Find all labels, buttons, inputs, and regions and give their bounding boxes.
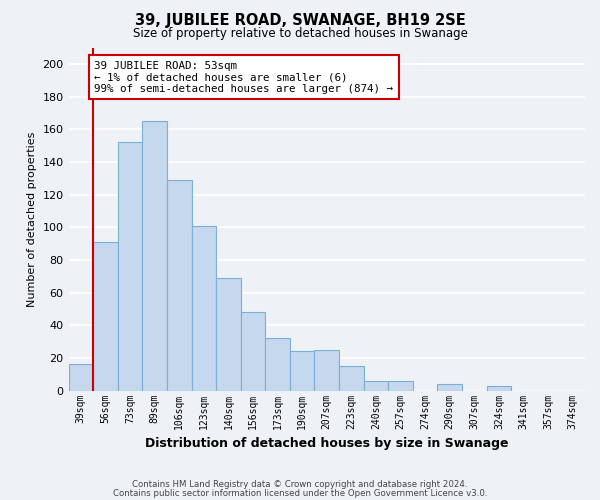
- X-axis label: Distribution of detached houses by size in Swanage: Distribution of detached houses by size …: [145, 437, 509, 450]
- Bar: [487, 386, 511, 390]
- Bar: [68, 364, 93, 390]
- Bar: [241, 312, 265, 390]
- Text: 39 JUBILEE ROAD: 53sqm
← 1% of detached houses are smaller (6)
99% of semi-detac: 39 JUBILEE ROAD: 53sqm ← 1% of detached …: [94, 60, 394, 94]
- Bar: [290, 352, 314, 391]
- Text: Size of property relative to detached houses in Swanage: Size of property relative to detached ho…: [133, 28, 467, 40]
- Bar: [437, 384, 462, 390]
- Bar: [118, 142, 142, 390]
- Bar: [339, 366, 364, 390]
- Bar: [93, 242, 118, 390]
- Bar: [191, 226, 216, 390]
- Bar: [388, 381, 413, 390]
- Text: Contains HM Land Registry data © Crown copyright and database right 2024.: Contains HM Land Registry data © Crown c…: [132, 480, 468, 489]
- Bar: [364, 381, 388, 390]
- Bar: [142, 121, 167, 390]
- Bar: [216, 278, 241, 390]
- Y-axis label: Number of detached properties: Number of detached properties: [27, 132, 37, 307]
- Text: 39, JUBILEE ROAD, SWANAGE, BH19 2SE: 39, JUBILEE ROAD, SWANAGE, BH19 2SE: [134, 12, 466, 28]
- Bar: [265, 338, 290, 390]
- Text: Contains public sector information licensed under the Open Government Licence v3: Contains public sector information licen…: [113, 488, 487, 498]
- Bar: [167, 180, 191, 390]
- Bar: [314, 350, 339, 391]
